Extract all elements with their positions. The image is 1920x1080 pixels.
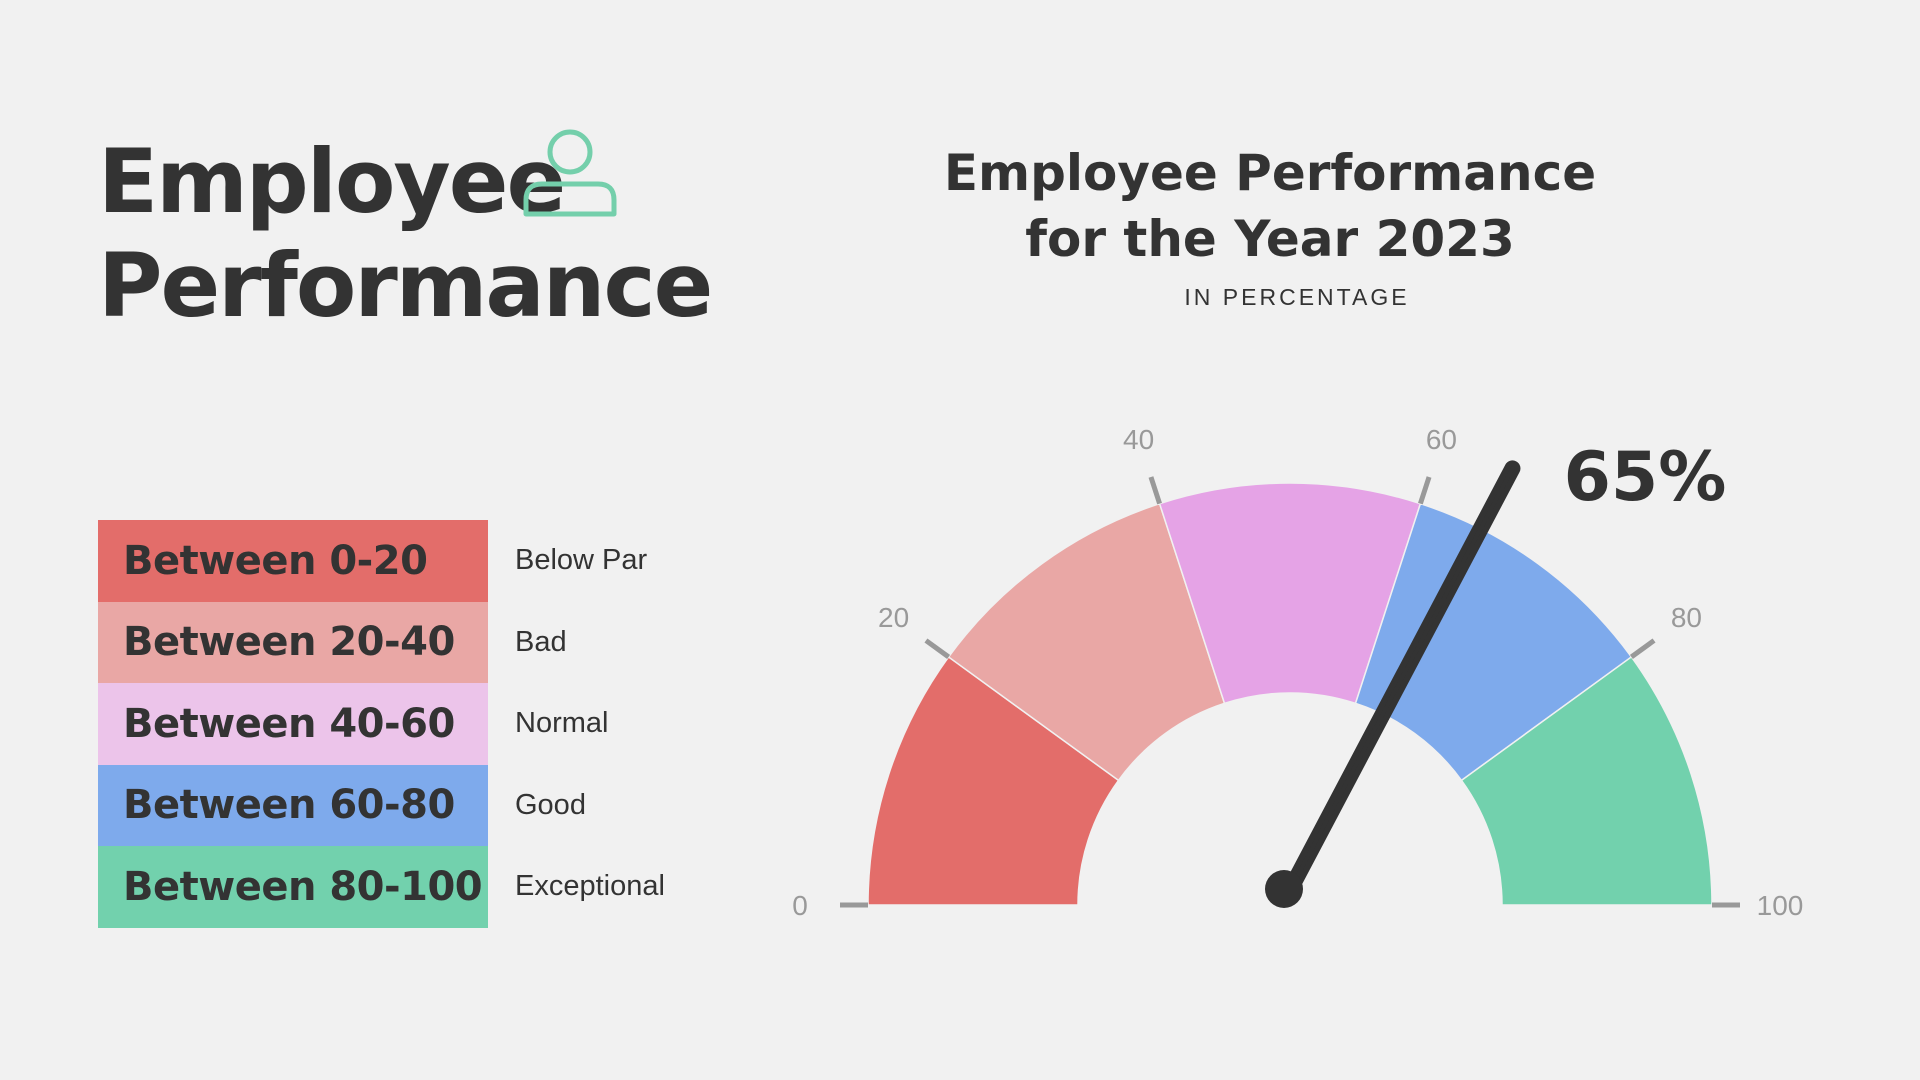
gauge-segment-0 — [867, 655, 1120, 906]
legend: Between 0-20 Below Par Between 20-40 Bad… — [98, 520, 698, 928]
page-title-line2: Performance — [98, 234, 713, 337]
gauge-tick-80 — [1629, 638, 1656, 659]
gauge-value-label: 65% — [1564, 438, 1727, 517]
legend-item-below-par: Between 0-20 Below Par — [98, 520, 698, 602]
legend-range: Between 20-40 — [98, 601, 488, 683]
legend-label: Bad — [515, 625, 567, 658]
gauge-needle-hub — [1265, 870, 1303, 908]
legend-label: Exceptional — [515, 870, 665, 903]
gauge-segment-2 — [1158, 482, 1422, 705]
gauge-segment-3 — [1354, 502, 1633, 782]
legend-range: Between 40-60 — [98, 683, 488, 765]
gauge-tick-label-0: 0 — [792, 890, 808, 921]
chart-title-line1: Employee Performance — [943, 144, 1597, 202]
gauge-tick-40 — [1148, 476, 1162, 505]
gauge-tick-label-20: 20 — [878, 602, 909, 633]
legend-range: Between 60-80 — [98, 764, 488, 846]
chart-subtitle: IN PERCENTAGE — [1184, 284, 1410, 310]
legend-item-normal: Between 40-60 Normal — [98, 683, 698, 765]
page-title-line1: Employee — [98, 130, 566, 233]
legend-label: Good — [515, 788, 586, 821]
chart-title: Employee Performance for the Year 2023 — [900, 140, 1640, 272]
gauge-tick-label-40: 40 — [1123, 424, 1154, 455]
gauge-tick-20 — [924, 638, 951, 659]
gauge-tick-label-60: 60 — [1426, 424, 1457, 455]
legend-range: Between 80-100 — [98, 846, 488, 928]
chart-title-line2: for the Year 2023 — [1025, 210, 1515, 268]
gauge-tick-label-100: 100 — [1757, 890, 1804, 921]
legend-item-good: Between 60-80 Good — [98, 764, 698, 846]
legend-item-exceptional: Between 80-100 Exceptional — [98, 846, 698, 928]
page-title: Employee Performance — [98, 130, 713, 338]
person-icon — [523, 129, 617, 217]
gauge-needle-tip — [1288, 466, 1515, 892]
gauge-segment-4 — [1460, 655, 1713, 906]
gauge-tick-60 — [1418, 476, 1432, 505]
gauge-tick-label-80: 80 — [1671, 602, 1702, 633]
legend-label: Normal — [515, 707, 609, 740]
gauge-segment-1 — [947, 502, 1226, 782]
legend-label: Below Par — [515, 544, 648, 577]
legend-item-bad: Between 20-40 Bad — [98, 601, 698, 683]
legend-range: Between 0-20 — [98, 520, 488, 602]
